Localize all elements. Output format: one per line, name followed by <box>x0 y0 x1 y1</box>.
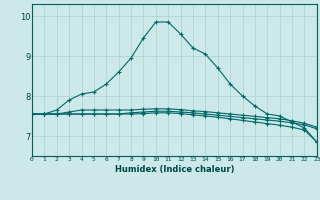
X-axis label: Humidex (Indice chaleur): Humidex (Indice chaleur) <box>115 165 234 174</box>
